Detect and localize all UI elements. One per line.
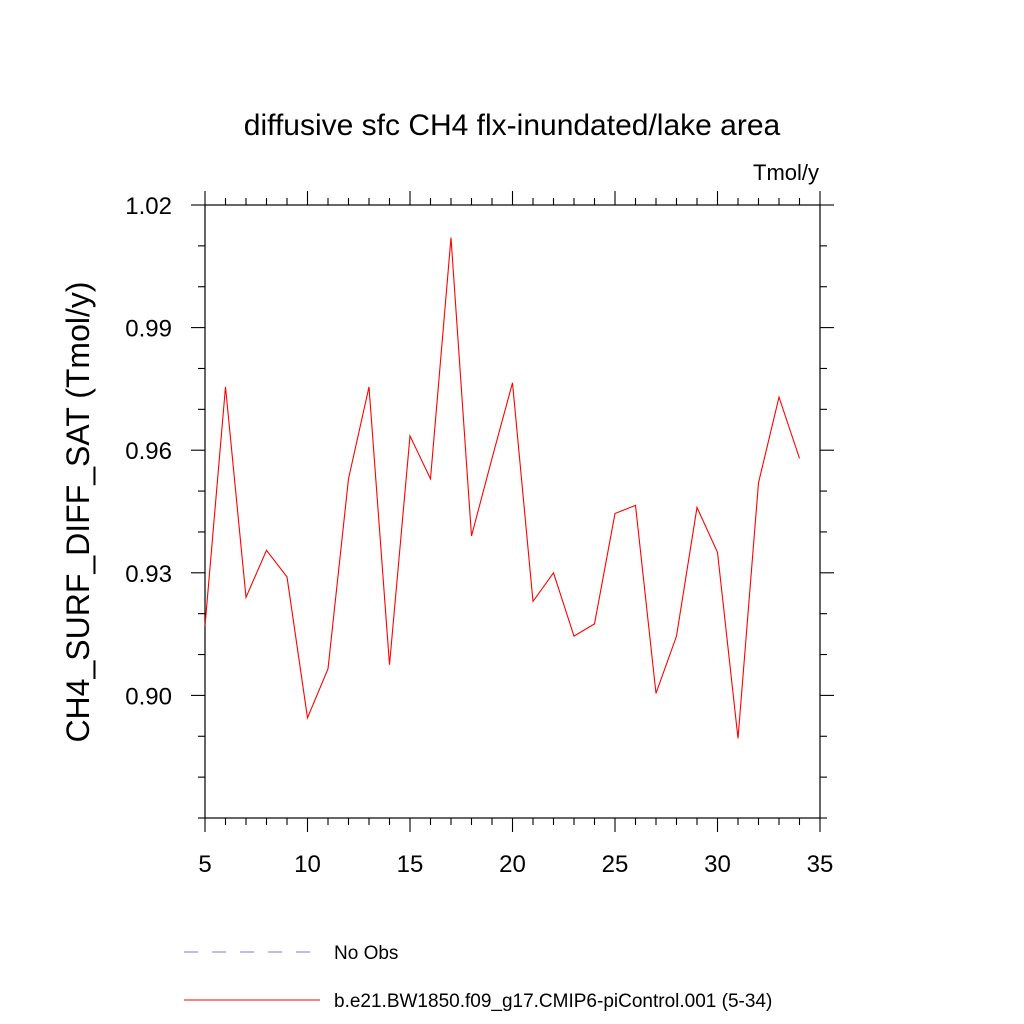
y-tick-label: 0.96 <box>125 438 172 465</box>
x-tick-label: 5 <box>198 851 211 878</box>
y-tick-label: 0.90 <box>125 683 172 710</box>
axis-ticks: 5 10 15 20 25 30 35 0.90 0.93 0.96 0.99 1.02 <box>125 191 834 878</box>
x-tick-label: 30 <box>704 851 731 878</box>
legend-label-0: No Obs <box>334 943 398 964</box>
y-tick-label: 1.02 <box>125 193 172 220</box>
series-lines <box>204 237 801 739</box>
x-tick-label: 15 <box>397 851 424 878</box>
x-tick-label: 25 <box>602 851 629 878</box>
units-label: Tmol/y <box>753 160 819 185</box>
legend: No Obs b.e21.BW1850.f09_g17.CMIP6-piContr… <box>184 943 772 1012</box>
x-tick-label: 10 <box>294 851 321 878</box>
legend-label-1: b.e21.BW1850.f09_g17.CMIP6-piControl.001… <box>334 991 772 1012</box>
chart-title: diffusive sfc CH4 flx-inundated/lake are… <box>244 109 781 142</box>
y-tick-label: 0.99 <box>125 316 172 343</box>
x-tick-label: 35 <box>807 851 834 878</box>
series-line-0 <box>204 237 801 739</box>
y-tick-label: 0.93 <box>125 561 172 588</box>
x-tick-label: 20 <box>499 851 526 878</box>
y-axis-label: CH4_SURF_DIFF_SAT (Tmol/y) <box>60 281 96 742</box>
plot-area <box>204 204 821 819</box>
plot-frame <box>204 204 821 819</box>
